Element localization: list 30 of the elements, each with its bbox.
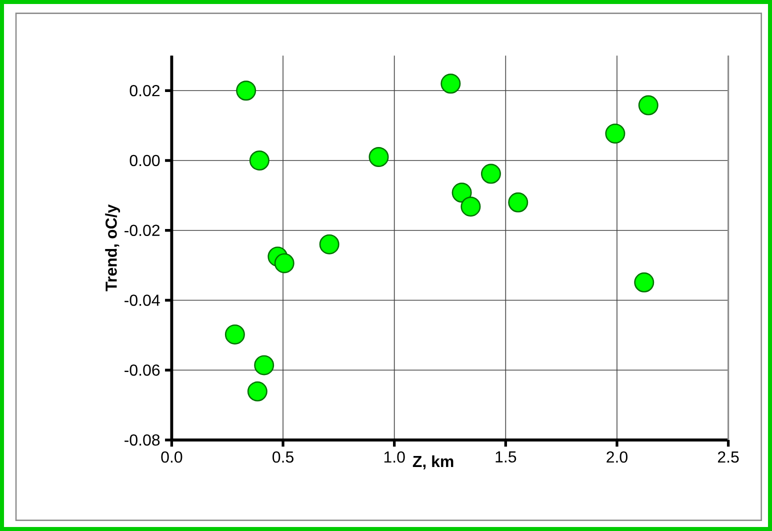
x-axis-title: Z, km (412, 455, 454, 470)
point (638, 95, 658, 116)
point (452, 182, 472, 203)
x-tick-label: 2.5 (718, 451, 739, 463)
point (508, 192, 528, 212)
y-tick-label: -0.02 (124, 224, 160, 236)
x-tick-label: 0.0 (161, 451, 182, 463)
point (368, 147, 389, 168)
point (249, 150, 270, 170)
y-tick-label: -0.08 (124, 434, 160, 446)
point (460, 196, 481, 217)
x-tick-label: 1.0 (384, 451, 405, 463)
point (236, 80, 256, 101)
point (224, 324, 245, 344)
point (605, 124, 626, 144)
x-tick-label: 1.5 (496, 451, 516, 463)
point (319, 234, 340, 254)
point (274, 253, 294, 274)
point (480, 164, 501, 184)
y-tick-label: 0.00 (130, 154, 160, 166)
point (634, 272, 654, 292)
y-tick-label: -0.04 (124, 294, 160, 306)
x-tick-label: 0.5 (272, 451, 294, 463)
y-tick-label: 0.02 (130, 84, 160, 96)
point (254, 355, 274, 376)
point (247, 381, 268, 402)
point (440, 74, 461, 94)
y-tick-label: -0.06 (124, 364, 160, 376)
y-axis-title: Trend, oC/y (105, 204, 120, 292)
x-tick-label: 2.0 (606, 451, 628, 463)
